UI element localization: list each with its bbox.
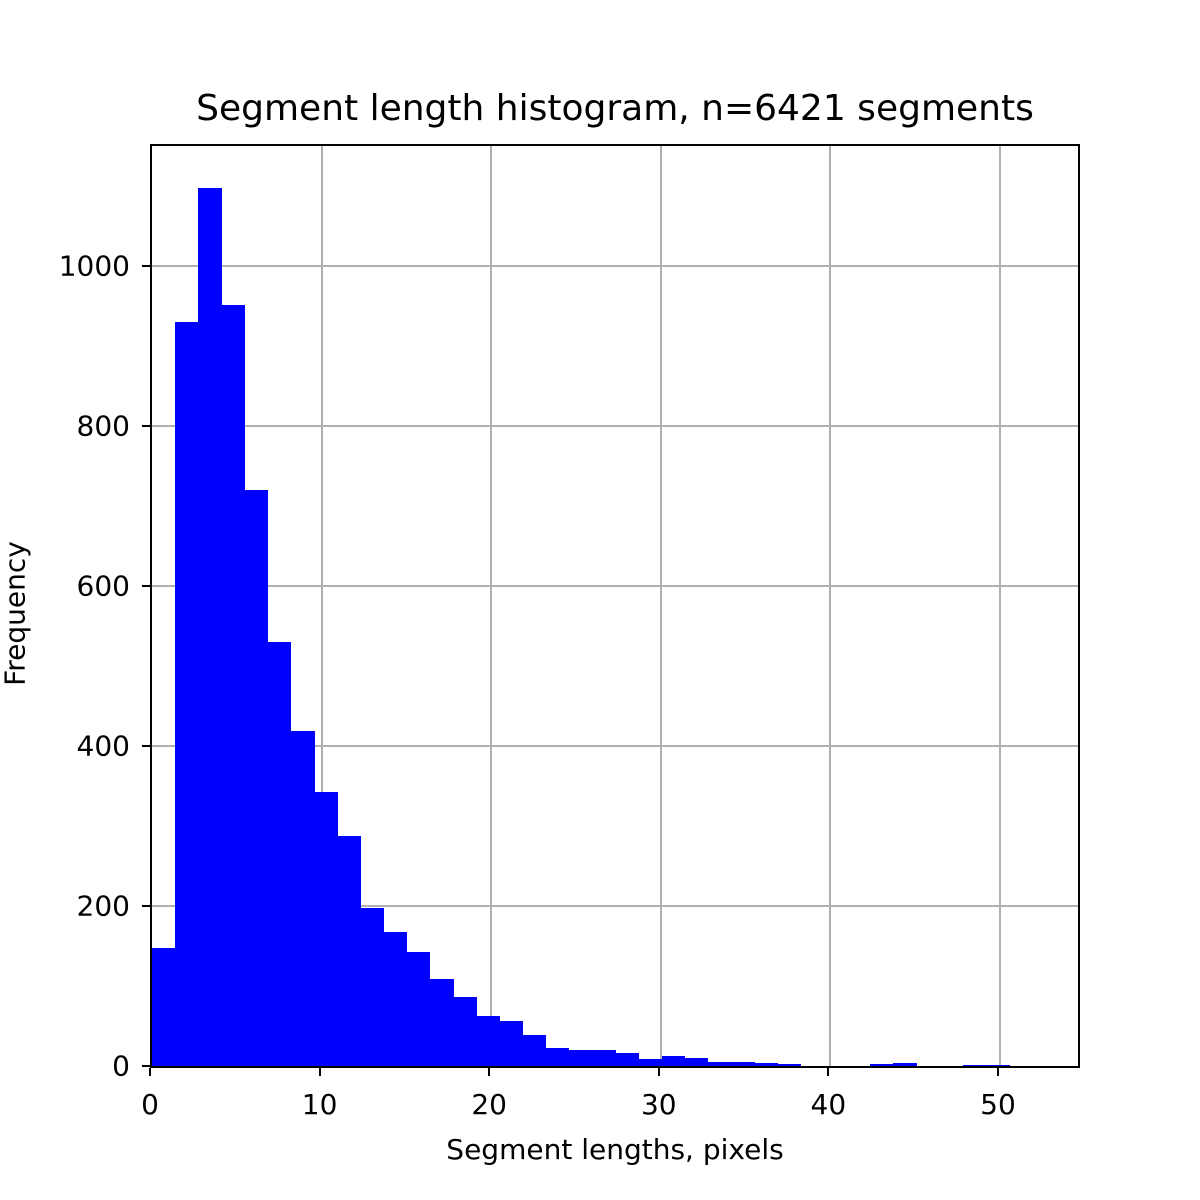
histogram-bar [777,1064,802,1066]
grid-line-y [152,265,1078,267]
plot-area [150,144,1080,1068]
x-tick-mark [657,1068,660,1076]
histogram-bar [522,1034,547,1066]
x-tick-mark [318,1068,321,1076]
y-tick-mark [142,265,150,267]
y-tick-label: 400 [76,729,130,763]
y-tick-label: 200 [76,889,130,923]
grid-line-x [829,146,832,1066]
histogram-bar [244,490,269,1066]
histogram-bar [986,1065,1010,1066]
histogram-bar [962,1065,987,1066]
y-axis-label: Frequency [0,541,32,686]
x-tick-mark [488,1068,491,1076]
x-tick-label: 40 [810,1088,847,1121]
y-tick-mark [142,745,150,747]
histogram-bar [615,1053,639,1066]
histogram-bar [198,188,222,1066]
x-tick-label: 30 [640,1088,677,1121]
grid-line-y [152,905,1078,907]
chart-title: Segment length histogram, n=6421 segment… [196,88,1034,129]
histogram-bar [476,1015,500,1066]
histogram-bar [267,642,292,1066]
histogram-bar [383,931,408,1066]
histogram-bar [221,305,246,1066]
x-tick-label: 50 [980,1088,1016,1121]
histogram-bar [638,1058,663,1066]
y-tick-label: 1000 [58,249,130,283]
histogram-bar [661,1056,686,1066]
y-tick-mark [142,1065,150,1067]
x-tick-label: 0 [141,1088,159,1121]
histogram-bar [314,791,338,1066]
histogram-bar [337,836,361,1066]
x-tick-mark [996,1068,999,1076]
histogram-bar [406,951,431,1066]
histogram-bar [291,730,315,1066]
histogram-bar [592,1050,616,1066]
histogram-bar [870,1064,894,1066]
histogram-bar [499,1021,524,1066]
histogram-bar [569,1050,593,1066]
grid-line-x [490,146,493,1066]
histogram-bar [545,1047,570,1066]
x-tick-label: 10 [301,1088,338,1121]
grid-line-y [152,585,1078,587]
x-axis-label: Segment lengths, pixels [446,1133,784,1166]
x-tick-mark [827,1068,830,1076]
grid-line-x [320,146,323,1066]
y-tick-label: 600 [76,569,130,603]
y-tick-label: 800 [76,409,130,443]
y-tick-label: 0 [112,1049,130,1083]
histogram-bar [152,947,176,1066]
grid-line-y [152,745,1078,747]
histogram-bar [731,1062,755,1066]
histogram-bar [754,1062,778,1066]
y-tick-mark [142,585,150,587]
x-tick-mark [149,1068,151,1076]
histogram-bar [360,908,385,1066]
grid-line-x [998,146,1001,1066]
histogram-bar [175,322,199,1066]
histogram-bar [453,997,477,1066]
y-tick-mark [142,905,150,907]
histogram-bar [893,1062,917,1066]
histogram-bar [708,1062,732,1066]
y-tick-mark [142,425,150,427]
x-tick-label: 20 [471,1088,508,1121]
grid-line-y [152,425,1078,427]
histogram-bar [684,1058,709,1066]
histogram-bar [430,978,454,1066]
grid-line-x [659,146,662,1066]
